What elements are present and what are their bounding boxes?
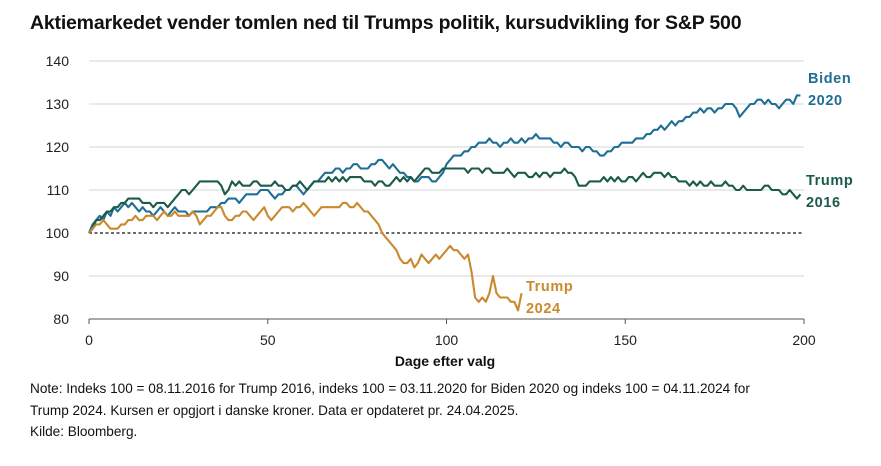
line-chart: 80 90 100 110 120 130 140 0 50 100 150 200 Biden 20… [46,53,853,369]
x-tick-label: 200 [792,332,816,348]
y-tick-label: 140 [46,53,70,69]
series-line-biden-2020 [88,94,801,234]
x-axis-ticks: 0 50 100 150 200 [85,319,816,348]
note-line-1: Note: Indeks 100 = 08.11.2016 for Trump … [30,381,750,396]
y-tick-label: 90 [53,268,69,284]
x-tick-label: 100 [435,332,459,348]
chart-title: Aktiemarkedet vender tomlen ned til Trum… [30,12,742,34]
x-tick-label: 50 [260,332,276,348]
series-line-trump-2024 [88,201,523,312]
gridlines [89,60,804,277]
series-label: 2016 [806,195,841,211]
y-tick-label: 100 [46,225,70,241]
footnote: Note: Indeks 100 = 08.11.2016 for Trump … [30,378,860,443]
series-layer [88,94,802,312]
x-axis-label: Dage efter valg [395,353,495,369]
series-label: Biden [808,71,851,87]
note-line-2: Trump 2024. Kursen er opgjort i danske k… [30,402,519,418]
series-label: Trump [806,173,853,189]
series-label: 2024 [526,301,561,317]
series-label: Trump [526,279,573,295]
y-tick-label: 120 [46,139,70,155]
x-tick-label: 0 [85,332,93,348]
series-labels: Biden 2020 Trump 2016 Trump 2024 [526,71,853,317]
y-axis-ticks: 80 90 100 110 120 130 140 [46,53,70,327]
y-tick-label: 110 [47,182,70,198]
series-line-trump-2016 [88,167,802,234]
series-label: 2020 [808,93,843,109]
x-tick-label: 150 [614,332,638,348]
y-tick-label: 80 [53,311,69,327]
y-tick-label: 130 [46,96,70,112]
source-line: Kilde: Bloomberg. [30,424,138,439]
